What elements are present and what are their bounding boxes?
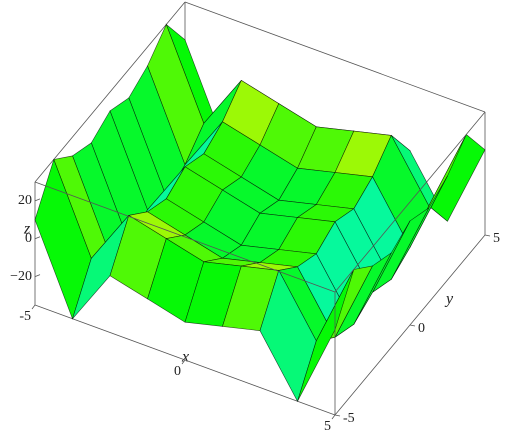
- y-axis-label: y: [444, 291, 454, 308]
- z-tick-label: 0: [25, 231, 32, 246]
- box-edge: [184, 1, 486, 113]
- box-edge: [334, 111, 486, 293]
- box-edge: [34, 1, 186, 183]
- z-tick: [34, 236, 41, 240]
- y-tick: [409, 324, 416, 327]
- z-tick: [34, 198, 41, 202]
- x-tick: [331, 414, 336, 420]
- x-tick-label: 0: [174, 364, 181, 379]
- y-tick-label: -5: [343, 411, 355, 426]
- y-tick: [484, 234, 491, 237]
- z-tick-label: 20: [18, 193, 32, 208]
- y-tick: [334, 414, 341, 417]
- x-tick-label: 5: [324, 419, 331, 434]
- z-tick-label: −20: [10, 269, 32, 284]
- x-tick: [181, 359, 186, 365]
- z-axis-label: z: [23, 221, 31, 238]
- x-tick-label: -5: [19, 309, 31, 324]
- y-tick-label: 0: [418, 321, 425, 336]
- y-tick-label: 5: [493, 231, 500, 246]
- x-tick: [31, 304, 36, 310]
- x-axis-label: x: [181, 349, 189, 366]
- box-edge: [34, 181, 336, 293]
- z-tick: [34, 274, 41, 277]
- surface-patch: [428, 134, 486, 222]
